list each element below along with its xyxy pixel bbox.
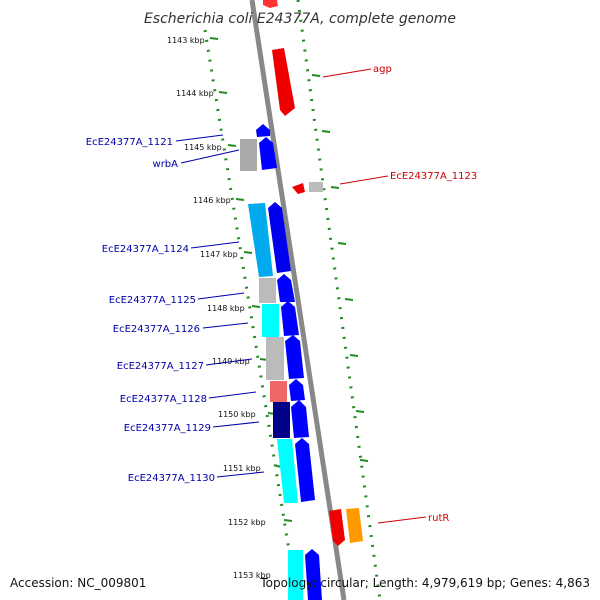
- gene-ece24377a-1126-blue[interactable]: [281, 301, 299, 336]
- leader-line: [202, 322, 249, 329]
- leader-line: [322, 68, 372, 78]
- accession-text: Accession: NC_009801: [10, 576, 146, 590]
- gene-label-rutr[interactable]: rutR: [428, 513, 449, 524]
- gene-label-ece24377a-1124[interactable]: EcE24377A_1124: [102, 244, 189, 255]
- inner-strand-genes: [240, 124, 322, 600]
- gene-top-partial[interactable]: [263, 0, 278, 8]
- gene-ece24377a-1124-cyan[interactable]: [248, 203, 273, 277]
- outer-dotted-track: [296, 0, 382, 600]
- tick-label: 1146 kbp: [193, 196, 231, 205]
- gene-grey-1145[interactable]: [240, 139, 257, 171]
- gene-ece24377a-1123-grey[interactable]: [309, 182, 323, 192]
- gene-ece24377a-1124-blue[interactable]: [268, 202, 291, 273]
- tick-mark: [311, 74, 321, 77]
- gene-wrba[interactable]: [259, 137, 277, 170]
- genome-summary-text: Topology: circular; Length: 4,979,619 bp…: [259, 576, 590, 590]
- inner-dotted-track: [203, 29, 299, 600]
- tick-label: 1147 kbp: [200, 250, 238, 259]
- gene-ece24377a-1125-blue[interactable]: [277, 274, 295, 302]
- tick-label: 1144 kbp: [176, 89, 214, 98]
- tick-labels: 1143 kbp 1144 kbp 1145 kbp 1146 kbp 1147…: [167, 36, 271, 580]
- genome-backbone: [249, 0, 347, 600]
- gene-label-ece24377a-1129[interactable]: EcE24377A_1129: [124, 423, 211, 434]
- gene-ece24377a-1128-pink[interactable]: [270, 381, 287, 402]
- gene-ece24377a-1127-blue[interactable]: [285, 335, 304, 379]
- gene-agp[interactable]: [272, 48, 295, 116]
- gene-ece24377a-1121[interactable]: [256, 124, 270, 137]
- tick-label: 1150 kbp: [218, 410, 256, 419]
- tick-mark: [344, 298, 354, 301]
- tick-mark: [251, 305, 261, 308]
- leader-line: [339, 175, 389, 185]
- map-title: Escherichia coli E24377A, complete genom…: [144, 11, 456, 27]
- tick-label: 1148 kbp: [207, 304, 245, 313]
- gene-label-ece24377a-1127[interactable]: EcE24377A_1127: [117, 361, 204, 372]
- tick-mark: [227, 144, 237, 147]
- gene-ece24377a-1125-grey[interactable]: [259, 278, 276, 303]
- gene-rutr-red[interactable]: [329, 509, 345, 546]
- tick-mark: [321, 130, 331, 133]
- outer-strand-genes: [263, 0, 363, 546]
- gene-ece24377a-1123[interactable]: [292, 183, 305, 194]
- gene-labels: agp EcE24377A_1121 wrbA EcE24377A_1123 E…: [86, 64, 478, 524]
- gene-blue-1153[interactable]: [305, 549, 322, 600]
- gene-ece24377a-1128-blue[interactable]: [289, 379, 305, 401]
- gene-rutr-orange[interactable]: [346, 508, 363, 543]
- gene-ece24377a-1129-blue[interactable]: [291, 400, 309, 438]
- leader-line: [197, 292, 245, 300]
- tick-label: 1152 kbp: [228, 518, 266, 527]
- leader-line: [180, 149, 240, 164]
- tick-label: 1145 kbp: [184, 143, 222, 152]
- tick-mark: [218, 91, 228, 94]
- leader-line: [216, 471, 265, 478]
- leader-line: [190, 241, 240, 249]
- gene-ece24377a-1126-cyan[interactable]: [262, 304, 279, 337]
- leader-line: [212, 421, 260, 428]
- tick-mark: [349, 354, 359, 357]
- tick-mark: [235, 198, 245, 201]
- tick-mark: [283, 519, 293, 522]
- leader-lines: [175, 68, 427, 524]
- gene-label-ece24377a-1128[interactable]: EcE24377A_1128: [120, 394, 207, 405]
- tick-label: 1143 kbp: [167, 36, 205, 45]
- gene-cyan-1153[interactable]: [288, 550, 303, 600]
- tick-label: 1153 kbp: [233, 571, 271, 580]
- gene-label-wrba[interactable]: wrbA: [153, 159, 179, 170]
- gene-ece24377a-1127-grey[interactable]: [266, 337, 284, 380]
- gene-label-ece24377a-1121[interactable]: EcE24377A_1121: [86, 137, 173, 148]
- leader-line: [208, 391, 257, 399]
- tick-mark: [243, 251, 253, 254]
- tick-mark: [330, 186, 340, 189]
- gene-label-ece24377a-1123[interactable]: EcE24377A_1123: [390, 171, 477, 182]
- gene-label-ece24377a-1125[interactable]: EcE24377A_1125: [109, 295, 196, 306]
- gene-ece24377a-1129-navy[interactable]: [273, 402, 290, 438]
- leader-line: [205, 358, 253, 366]
- leader-line: [377, 516, 427, 524]
- gene-label-agp[interactable]: agp: [373, 64, 392, 75]
- gene-ece24377a-1130-blue[interactable]: [295, 438, 315, 502]
- gene-label-ece24377a-1130[interactable]: EcE24377A_1130: [128, 473, 215, 484]
- tick-mark: [355, 410, 365, 413]
- tick-mark: [337, 242, 347, 245]
- gene-label-ece24377a-1126[interactable]: EcE24377A_1126: [113, 324, 200, 335]
- tick-mark: [359, 459, 369, 462]
- gene-ece24377a-1130-cyan[interactable]: [277, 439, 298, 503]
- tick-mark: [209, 37, 219, 40]
- leader-line: [175, 134, 224, 142]
- tick-label: 1151 kbp: [223, 464, 261, 473]
